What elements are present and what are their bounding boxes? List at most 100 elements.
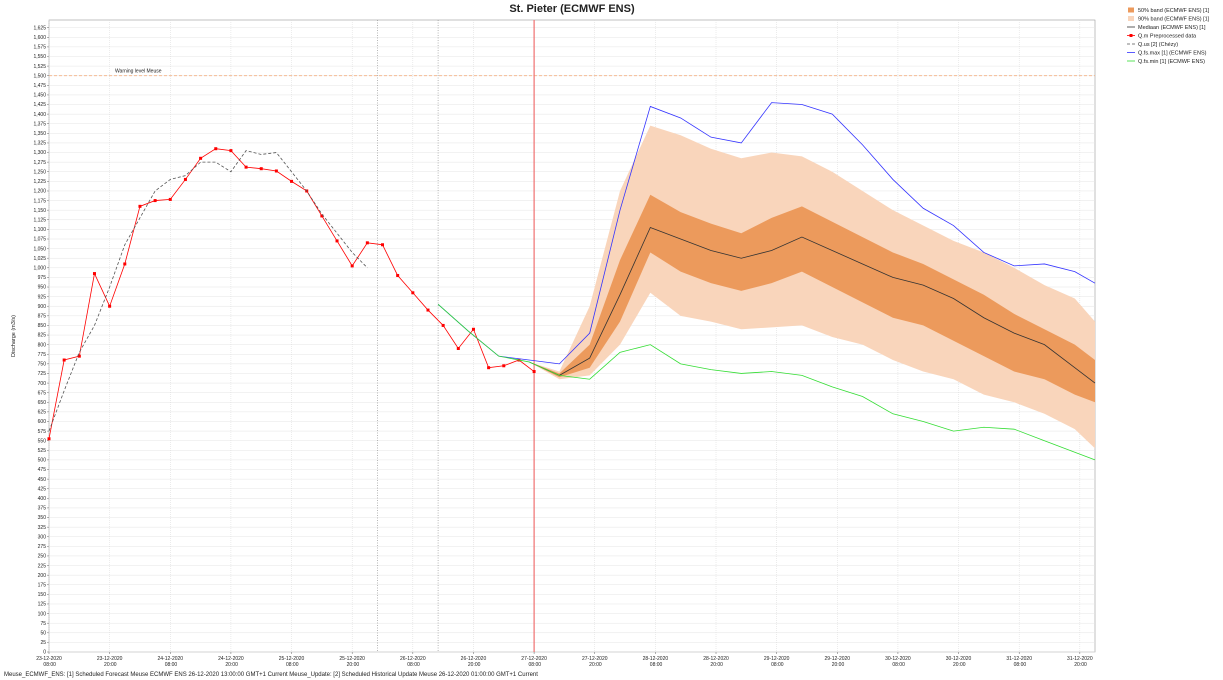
- x-tick-label-line: 20:00: [103, 662, 117, 668]
- y-tick-label: 275: [38, 544, 47, 550]
- y-tick-label: 850: [38, 323, 47, 329]
- x-tick-label: 30-12-2020 08:00: [885, 656, 911, 668]
- x-tick-label-line: 25-12-2020: [279, 656, 305, 662]
- x-tick-label-line: 30-12-2020: [946, 656, 972, 662]
- legend-label: Q.m Preprocessed data: [1138, 34, 1197, 40]
- y-tick-label: 1,450: [33, 93, 46, 99]
- x-tick-label-line: 20:00: [224, 662, 238, 668]
- data-point: [244, 165, 248, 169]
- y-tick-label: 375: [38, 506, 47, 512]
- y-tick-label: 450: [38, 477, 47, 483]
- x-tick-label: 23-12-2020 08:00: [36, 656, 62, 668]
- x-tick-label-line: 26-12-2020: [400, 656, 426, 662]
- data-point: [487, 366, 491, 370]
- data-point: [47, 437, 51, 441]
- x-tick-label-line: 20:00: [345, 662, 359, 668]
- y-tick-label: 975: [38, 275, 47, 281]
- y-tick-label: 50: [40, 630, 46, 636]
- x-tick-label: 29-12-2020 08:00: [764, 656, 790, 668]
- data-point: [381, 243, 385, 247]
- y-tick-label: 500: [38, 458, 47, 464]
- y-tick-label: 1,075: [33, 237, 46, 243]
- y-tick-label: 250: [38, 554, 47, 560]
- y-tick-label: 575: [38, 429, 47, 435]
- warning-label: Warning level Meuse: [115, 69, 162, 75]
- y-tick-label: 1,125: [33, 217, 46, 223]
- chart-title: St. Pieter (ECMWF ENS): [509, 3, 635, 15]
- series-line: [437, 304, 1096, 461]
- x-tick-label: 26-12-2020 20:00: [461, 656, 487, 668]
- x-tick-label: 24-12-2020 20:00: [218, 656, 244, 668]
- y-tick-label: 1,550: [33, 54, 46, 60]
- data-point: [108, 304, 112, 308]
- data-point: [290, 179, 294, 183]
- y-tick-label: 475: [38, 467, 47, 473]
- data-point: [199, 156, 203, 160]
- legend-label: 50% band (ECMWF ENS) [1]: [1138, 8, 1210, 14]
- legend-label: Q.fs.min [1] (ECMWF ENS): [1138, 59, 1205, 65]
- x-tick-label-line: 30-12-2020: [885, 656, 911, 662]
- x-tick-label-line: 24-12-2020: [218, 656, 244, 662]
- x-tick-label-line: 20:00: [952, 662, 966, 668]
- x-tick-label: 30-12-2020 20:00: [946, 656, 972, 668]
- x-tick-label-line: 08:00: [770, 662, 784, 668]
- data-point: [532, 370, 536, 374]
- footer: Meuse_ECMWF_ENS: [1] Scheduled Forecast …: [4, 672, 538, 678]
- x-tick-label-line: 31-12-2020: [1006, 656, 1032, 662]
- y-tick-label: 625: [38, 410, 47, 416]
- data-point: [396, 273, 400, 277]
- x-tick-label: 29-12-2020 20:00: [825, 656, 851, 668]
- y-tick-label: 825: [38, 333, 47, 339]
- y-tick-label: 1,350: [33, 131, 46, 137]
- y-tick-label: 325: [38, 525, 47, 531]
- y-tick-label: 200: [38, 573, 47, 579]
- data-point: [214, 147, 218, 151]
- x-tick-label: 26-12-2020 08:00: [400, 656, 426, 668]
- y-tick-label: 1,275: [33, 160, 46, 166]
- y-tick-label: 925: [38, 294, 47, 300]
- y-tick-label: 1,400: [33, 112, 46, 118]
- x-tick-label-line: 23-12-2020: [36, 656, 62, 662]
- x-tick-label-line: 29-12-2020: [764, 656, 790, 662]
- x-tick-label-line: 08:00: [891, 662, 905, 668]
- data-point: [320, 214, 324, 218]
- y-tick-label: 175: [38, 582, 47, 588]
- data-point: [138, 204, 142, 208]
- y-tick-label: 1,150: [33, 208, 46, 214]
- legend-label: 90% band (ECMWF ENS) [1]: [1138, 17, 1210, 23]
- x-tick-label: 27-12-2020 08:00: [521, 656, 547, 668]
- x-tick-label-line: 08:00: [42, 662, 56, 668]
- series-line: [528, 226, 1096, 384]
- data-point: [153, 199, 157, 203]
- y-tick-label: 425: [38, 486, 47, 492]
- legend-swatch: [1129, 34, 1133, 37]
- y-tick-label: 600: [38, 419, 47, 425]
- x-tick-label-line: 08:00: [527, 662, 541, 668]
- data-point: [426, 308, 430, 312]
- y-tick-label: 1,250: [33, 169, 46, 175]
- y-tick-label: 1,575: [33, 45, 46, 51]
- data-point: [259, 167, 263, 171]
- x-tick-label-line: 08:00: [1012, 662, 1026, 668]
- y-tick-label: 0: [43, 650, 46, 656]
- data: [47, 20, 1096, 652]
- y-axis-label: Discharge (m3/s): [11, 315, 17, 357]
- x-tick-label: 28-12-2020 20:00: [703, 656, 729, 668]
- y-tick-label: 1,600: [33, 35, 46, 41]
- data-point: [335, 239, 339, 243]
- x-tick-label: 25-12-2020 08:00: [279, 656, 305, 668]
- data-point: [168, 197, 172, 201]
- data-point: [502, 364, 506, 368]
- y-tick-label: 1,375: [33, 121, 46, 127]
- series-line: [437, 102, 1096, 365]
- y-tick-label: 1,300: [33, 150, 46, 156]
- x-tick-label-line: 27-12-2020: [521, 656, 547, 662]
- legend-label: Q.us [2] (Chézy): [1138, 42, 1178, 48]
- data-point: [183, 177, 187, 181]
- x-tick-label-line: 08:00: [648, 662, 662, 668]
- y-tick-label: 650: [38, 400, 47, 406]
- y-tick-label: 1,475: [33, 83, 46, 89]
- y-tick-label: 125: [38, 602, 47, 608]
